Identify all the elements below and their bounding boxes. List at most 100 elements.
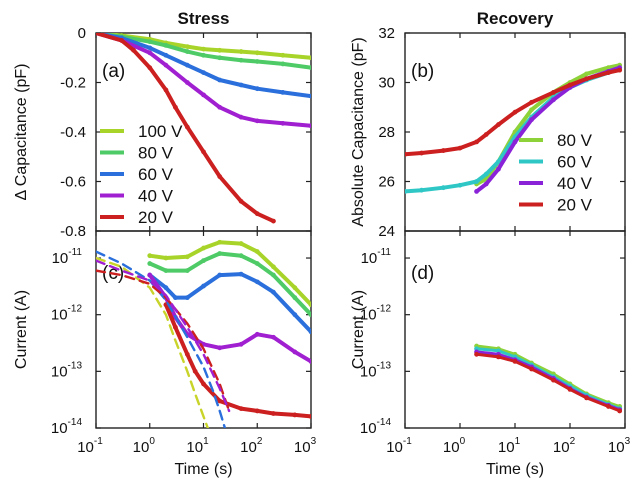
- data-point: [567, 82, 573, 88]
- legend-label: 60 V: [557, 153, 593, 172]
- legend-label: 80 V: [138, 144, 174, 163]
- data-point: [529, 107, 534, 113]
- data-point: [192, 368, 198, 374]
- data-point: [254, 50, 260, 56]
- data-point: [617, 67, 623, 73]
- data-point: [163, 255, 169, 261]
- data-point: [254, 86, 260, 92]
- data-point: [584, 76, 589, 82]
- data-point: [606, 404, 611, 409]
- data-point: [147, 45, 153, 51]
- data-point: [217, 398, 223, 404]
- data-point: [441, 185, 446, 191]
- series-line: [163, 302, 311, 419]
- y-tick-label: 10-14: [360, 417, 392, 437]
- series-line: [96, 259, 231, 413]
- legend-label: 60 V: [138, 165, 174, 184]
- y-axis-label: Absolute Capacitance (pF): [350, 37, 367, 226]
- column-title: Recovery: [477, 9, 554, 28]
- data-point: [529, 99, 534, 105]
- legend-label: 20 V: [557, 196, 593, 215]
- y-tick-label: 10-11: [361, 247, 392, 267]
- data-point: [271, 272, 276, 278]
- x-tick-label: 103: [608, 436, 631, 456]
- data-point: [483, 171, 489, 177]
- y-tick-label: -0.6: [60, 174, 86, 191]
- series-line: [96, 33, 276, 224]
- data-point: [271, 289, 276, 295]
- data-point: [405, 151, 408, 157]
- panel-d: 10-1 100 101 102 10310-1110-1210-1310-14Curr…: [350, 230, 631, 478]
- data-point: [201, 92, 206, 98]
- legend-label: 20 V: [138, 208, 174, 227]
- panel-tag: (b): [411, 61, 434, 82]
- y-tick-label: 0: [78, 25, 86, 42]
- panel-a: 0 -0.2 -0.4 -0.6 -0.8 Stress Δ Capacitance (pF…: [13, 9, 312, 240]
- data-point: [271, 334, 276, 340]
- y-tick-label: 10-11: [52, 247, 83, 267]
- data-point: [483, 181, 489, 187]
- data-point: [280, 61, 286, 67]
- panel-tag: (a): [102, 61, 125, 82]
- series-line: [147, 240, 311, 307]
- data-point: [238, 82, 244, 88]
- data-point: [271, 218, 276, 224]
- data-point: [483, 132, 489, 137]
- data-point: [201, 46, 206, 52]
- data-point: [496, 166, 501, 172]
- data-point: [308, 93, 311, 99]
- data-point: [238, 271, 244, 277]
- series-line: [475, 352, 622, 413]
- data-point: [184, 80, 190, 85]
- data-point: [201, 258, 206, 264]
- data-point: [271, 264, 276, 270]
- data-point: [584, 395, 589, 401]
- series-line: [405, 68, 622, 157]
- data-point: [201, 52, 206, 58]
- data-point: [441, 148, 446, 153]
- data-point: [217, 272, 223, 278]
- data-point: [238, 406, 244, 411]
- y-tick-label: 30: [378, 75, 395, 92]
- data-point: [172, 295, 178, 301]
- data-point: [184, 44, 190, 50]
- data-point: [292, 312, 298, 318]
- data-point: [254, 279, 260, 285]
- data-point: [254, 249, 260, 254]
- y-axis-label: Current (A): [13, 290, 30, 369]
- data-point: [217, 251, 223, 256]
- data-point: [184, 124, 190, 130]
- data-point: [308, 414, 311, 419]
- data-point: [163, 268, 169, 274]
- data-point: [184, 49, 190, 54]
- data-point: [496, 159, 501, 165]
- data-point: [254, 59, 260, 64]
- data-point: [217, 47, 223, 53]
- data-point: [147, 65, 153, 71]
- series-line: [96, 250, 227, 428]
- data-point: [292, 285, 298, 291]
- data-point: [254, 118, 260, 124]
- data-point: [163, 87, 169, 93]
- data-point: [238, 241, 244, 246]
- y-tick-label: -0.4: [60, 124, 86, 141]
- data-point: [217, 77, 223, 83]
- x-tick-label: 102: [553, 436, 576, 456]
- data-point: [119, 38, 125, 43]
- data-point: [147, 253, 153, 259]
- data-point: [308, 358, 311, 364]
- legend: 100 V 80 V 60 V 40 V 20 V: [100, 122, 183, 227]
- data-point: [163, 42, 169, 48]
- x-tick-label: 102: [240, 436, 263, 456]
- data-point: [163, 62, 169, 68]
- data-point: [217, 174, 223, 179]
- data-point: [280, 120, 286, 126]
- data-point: [217, 239, 223, 245]
- data-point: [308, 312, 311, 318]
- data-point: [496, 348, 501, 354]
- data-point: [567, 387, 573, 392]
- x-tick-label: 10-1: [77, 436, 103, 456]
- data-point: [238, 49, 244, 54]
- y-tick-label: 10-13: [51, 360, 83, 380]
- data-point: [184, 254, 190, 260]
